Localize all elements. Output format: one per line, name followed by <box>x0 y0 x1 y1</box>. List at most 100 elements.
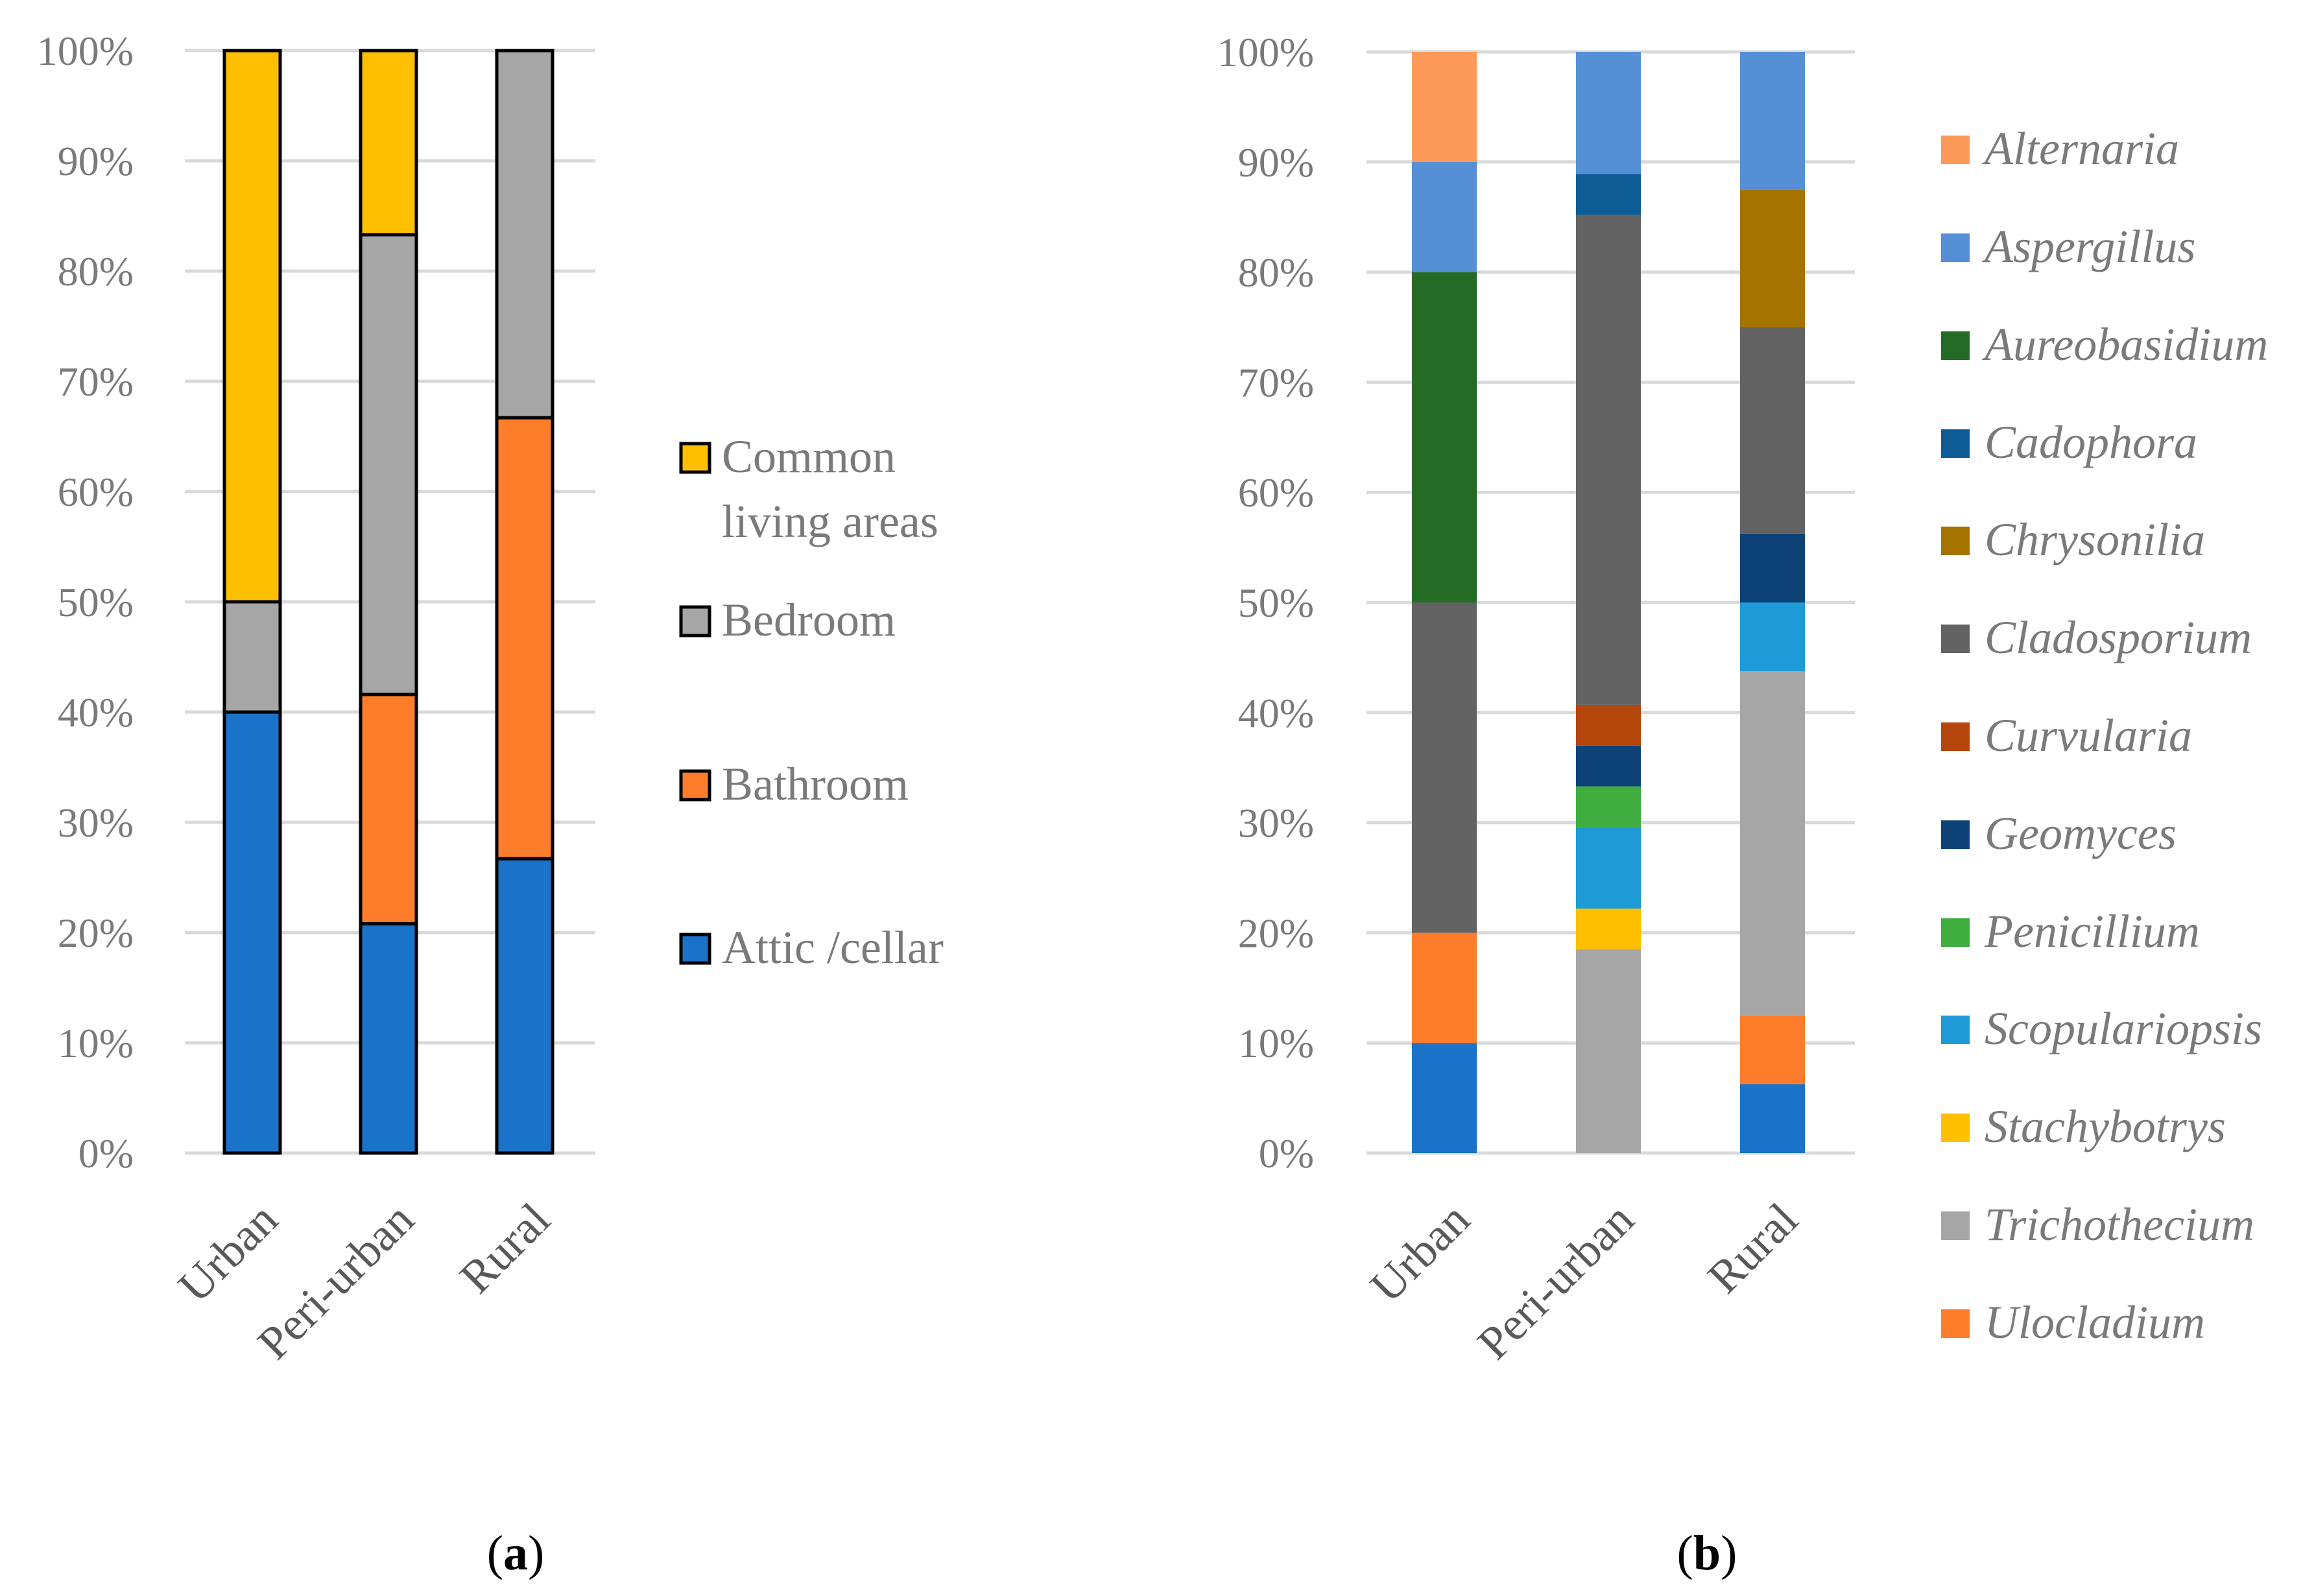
legend-label: Common <box>722 431 896 482</box>
bar-segment-peri-urban-cladosporium <box>1576 215 1641 705</box>
bar-segment-peri-urban-stachybotrys <box>1576 909 1641 949</box>
bar-segment-rural-geomyces-low <box>1740 1084 1805 1153</box>
legend-label: Ulocladium <box>1985 1296 2205 1348</box>
y-tick-label: 0% <box>78 1130 134 1176</box>
legend-label: Aspergillus <box>1982 220 2195 272</box>
bar-segment-urban-attic-cellar <box>222 710 282 1155</box>
legend-label: Cladosporium <box>1985 612 2252 663</box>
legend-label: Stachybotrys <box>1985 1101 2226 1152</box>
bar-segment-urban-alternaria <box>1412 52 1477 162</box>
legend-label: Chrysonilia <box>1985 514 2205 566</box>
y-tick-label: 10% <box>58 1020 134 1066</box>
chart-panel-a: 0%10%20%30%40%50%60%70%80%90%100%UrbanPe… <box>37 28 944 1580</box>
bar-segment-rural-chrysonilia <box>1740 189 1805 328</box>
panel-label-close: ) <box>1721 1526 1737 1580</box>
bar-segment-peri-urban-common-living-areas <box>359 49 418 237</box>
x-category-label: Rural <box>1698 1193 1808 1304</box>
y-tick-label: 50% <box>1238 580 1314 626</box>
y-tick-label: 60% <box>1238 470 1314 516</box>
legend-swatch <box>1941 1309 1970 1338</box>
legend-label: Trichothecium <box>1985 1198 2254 1250</box>
bar-segment-rural-cladosporium <box>1740 327 1805 534</box>
panel-label-close: ) <box>528 1526 544 1580</box>
bar-segment-peri-urban-cadophora <box>1576 174 1641 215</box>
x-category-label: Peri-urban <box>1468 1193 1643 1369</box>
bar-segment-peri-urban-curvularia <box>1576 704 1641 746</box>
bar-segment-peri-urban-attic-cellar <box>359 922 418 1155</box>
x-category-label: Urban <box>1361 1193 1480 1313</box>
legend-swatch <box>1941 918 1970 947</box>
legend-swatch <box>679 442 711 474</box>
y-tick-label: 70% <box>58 359 134 405</box>
panel-label-letter: a <box>503 1526 528 1580</box>
y-tick-label: 20% <box>1238 910 1314 956</box>
y-tick-label: 90% <box>1238 139 1314 185</box>
y-tick-label: 50% <box>58 579 134 625</box>
legend-label: Geomyces <box>1985 807 2177 859</box>
bar-segment-rural-geomyces <box>1740 533 1805 602</box>
legend-label: Attic /cellar <box>722 922 944 973</box>
legend-label: Curvularia <box>1985 709 2192 761</box>
bar-segment-peri-urban-geomyces <box>1576 745 1641 787</box>
bar-segment-urban-bedroom <box>222 600 282 714</box>
legend-swatch <box>1941 1211 1970 1240</box>
y-tick-label: 10% <box>1238 1020 1314 1066</box>
bar-segment-urban-aspergillus <box>1412 161 1477 272</box>
legend-label: Alternaria <box>1982 123 2179 174</box>
y-tick-label: 30% <box>1238 800 1314 846</box>
bar-segment-urban-geomyces-low <box>1412 1043 1477 1153</box>
bar-segment-peri-urban-trichothecium <box>1576 949 1641 1153</box>
legend-swatch <box>1941 136 1970 164</box>
legend-label: Bathroom <box>722 758 909 810</box>
legend-swatch <box>1941 527 1970 555</box>
legend-swatch <box>1941 1016 1970 1044</box>
bar-segment-urban-cladosporium <box>1412 602 1477 933</box>
y-tick-label: 80% <box>58 248 134 294</box>
legend-swatch <box>1941 233 1970 262</box>
legend-swatch <box>1941 625 1970 653</box>
legend-label: Scopulariopsis <box>1985 1003 2262 1054</box>
y-tick-label: 100% <box>1217 29 1314 75</box>
y-tick-label: 90% <box>58 138 134 184</box>
y-tick-label: 70% <box>1238 359 1314 405</box>
chart-panel-b: 0%10%20%30%40%50%60%70%80%90%100%UrbanPe… <box>1217 29 2269 1580</box>
legend-swatch <box>1941 429 1970 458</box>
y-tick-label: 80% <box>1238 250 1314 296</box>
x-category-label: Rural <box>450 1193 560 1304</box>
panel-label: (a) <box>487 1526 545 1580</box>
legend-label: Cadophora <box>1985 416 2197 468</box>
y-tick-label: 30% <box>58 800 134 846</box>
bar-segment-urban-aureobasidium <box>1412 272 1477 602</box>
legend-label: Penicillium <box>1984 905 2200 957</box>
legend-swatch <box>679 605 711 637</box>
legend-swatch <box>1941 722 1970 751</box>
legend-swatch <box>1941 1114 1970 1142</box>
bar-segment-rural-attic-cellar <box>495 857 555 1155</box>
bar-segment-peri-urban-aspergillus <box>1576 52 1641 174</box>
legend-label: Bedroom <box>722 594 896 646</box>
bar-segment-peri-urban-bedroom <box>359 233 418 697</box>
y-tick-label: 20% <box>58 910 134 956</box>
bar-segment-rural-ulocladium <box>1740 1015 1805 1084</box>
panel-label: (b) <box>1677 1526 1737 1580</box>
legend-label: living areas <box>722 495 938 547</box>
bar-segment-peri-urban-scopulariopsis <box>1576 827 1641 909</box>
panel-label-open: ( <box>487 1526 503 1580</box>
y-tick-label: 100% <box>37 28 134 74</box>
bar-segment-peri-urban-bathroom <box>359 693 418 925</box>
bar-segment-rural-bedroom <box>495 49 555 420</box>
bar-segment-peri-urban-penicillium <box>1576 786 1641 828</box>
bar-segment-rural-scopulariopsis <box>1740 602 1805 672</box>
legend-swatch <box>1941 820 1970 849</box>
y-tick-label: 40% <box>1238 690 1314 736</box>
panel-label-open: ( <box>1677 1526 1693 1580</box>
x-category-label: Urban <box>169 1193 288 1313</box>
y-tick-label: 0% <box>1259 1130 1314 1176</box>
legend-label: Aureobasidium <box>1982 318 2268 370</box>
panel-label-letter: b <box>1693 1526 1721 1580</box>
bar-segment-rural-bathroom <box>495 416 555 861</box>
legend-swatch <box>679 769 711 802</box>
y-tick-label: 40% <box>58 689 134 735</box>
y-tick-label: 60% <box>58 469 134 515</box>
